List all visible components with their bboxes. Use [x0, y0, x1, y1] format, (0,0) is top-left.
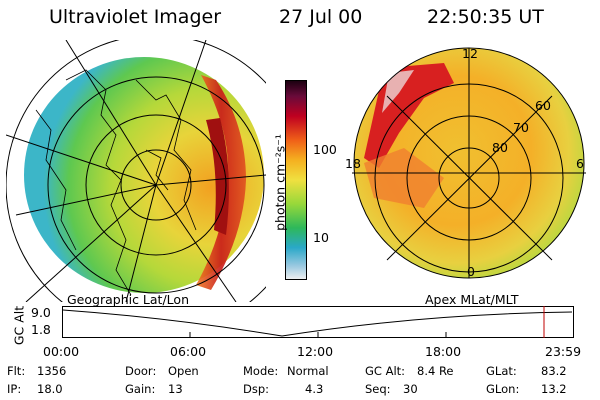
status-door-key: Door:: [125, 364, 157, 378]
status-gain-key: Gain:: [125, 382, 156, 396]
status-dsp-key: Dsp:: [243, 382, 270, 396]
altitude-tick-1-8: 1.8: [31, 322, 51, 337]
status-mode-value: Normal: [287, 364, 329, 378]
right-panel-caption: Apex MLat/MLT: [425, 292, 519, 307]
status-glon-key: GLon:: [486, 382, 520, 396]
status-flight-value: 1356: [37, 364, 67, 378]
status-flight-key: Flt:: [7, 364, 26, 378]
mlat-label-80: 80: [492, 140, 508, 155]
altitude-tick-9: 9.0: [31, 305, 51, 320]
status-seq-value: 30: [403, 382, 418, 396]
time-tick-2359: 23:59: [545, 344, 582, 359]
mlt-label-12: 12: [462, 46, 478, 61]
observation-time: 22:50:35 UT: [427, 6, 544, 28]
altitude-trace-plot: [62, 306, 574, 338]
time-tick-0000: 00:00: [43, 344, 80, 359]
time-tick-1200: 12:00: [297, 344, 334, 359]
status-glat-key: GLat:: [486, 364, 517, 378]
status-dsp-value: 4.3: [305, 382, 324, 396]
left-panel-caption: Geographic Lat/Lon: [67, 292, 189, 307]
status-ip-value: 18.0: [37, 382, 63, 396]
time-tick-1800: 18:00: [425, 344, 462, 359]
observation-date: 27 Jul 00: [279, 6, 363, 28]
status-gain-value: 13: [168, 382, 183, 396]
mlat-label-60: 60: [535, 98, 551, 113]
colorbar-tick-10: 10: [313, 230, 329, 245]
intensity-colorbar: [285, 80, 307, 280]
instrument-title: Ultraviolet Imager: [49, 6, 222, 28]
mlt-label-18: 18: [345, 156, 361, 171]
mlt-label-6: 6: [576, 156, 584, 171]
time-tick-0600: 06:00: [170, 344, 207, 359]
apex-polar-auroral-image: [352, 47, 586, 279]
mlt-label-0: 0: [467, 264, 475, 279]
colorbar-tick-100: 100: [313, 142, 337, 157]
status-seq-key: Seq:: [365, 382, 391, 396]
mlat-label-70: 70: [513, 120, 529, 135]
altitude-axis-label: GC Alt: [11, 305, 27, 346]
colorbar-unit-label: photon cm⁻²s⁻¹: [272, 134, 288, 231]
geographic-auroral-image: [6, 40, 266, 302]
status-glon-value: 13.2: [541, 382, 567, 396]
status-ip-key: IP:: [7, 382, 22, 396]
status-gcalt-key: GC Alt:: [365, 364, 406, 378]
status-glat-value: 83.2: [541, 364, 567, 378]
status-gcalt-value: 8.4 Re: [417, 364, 454, 378]
status-mode-key: Mode:: [243, 364, 279, 378]
status-door-value: Open: [168, 364, 199, 378]
